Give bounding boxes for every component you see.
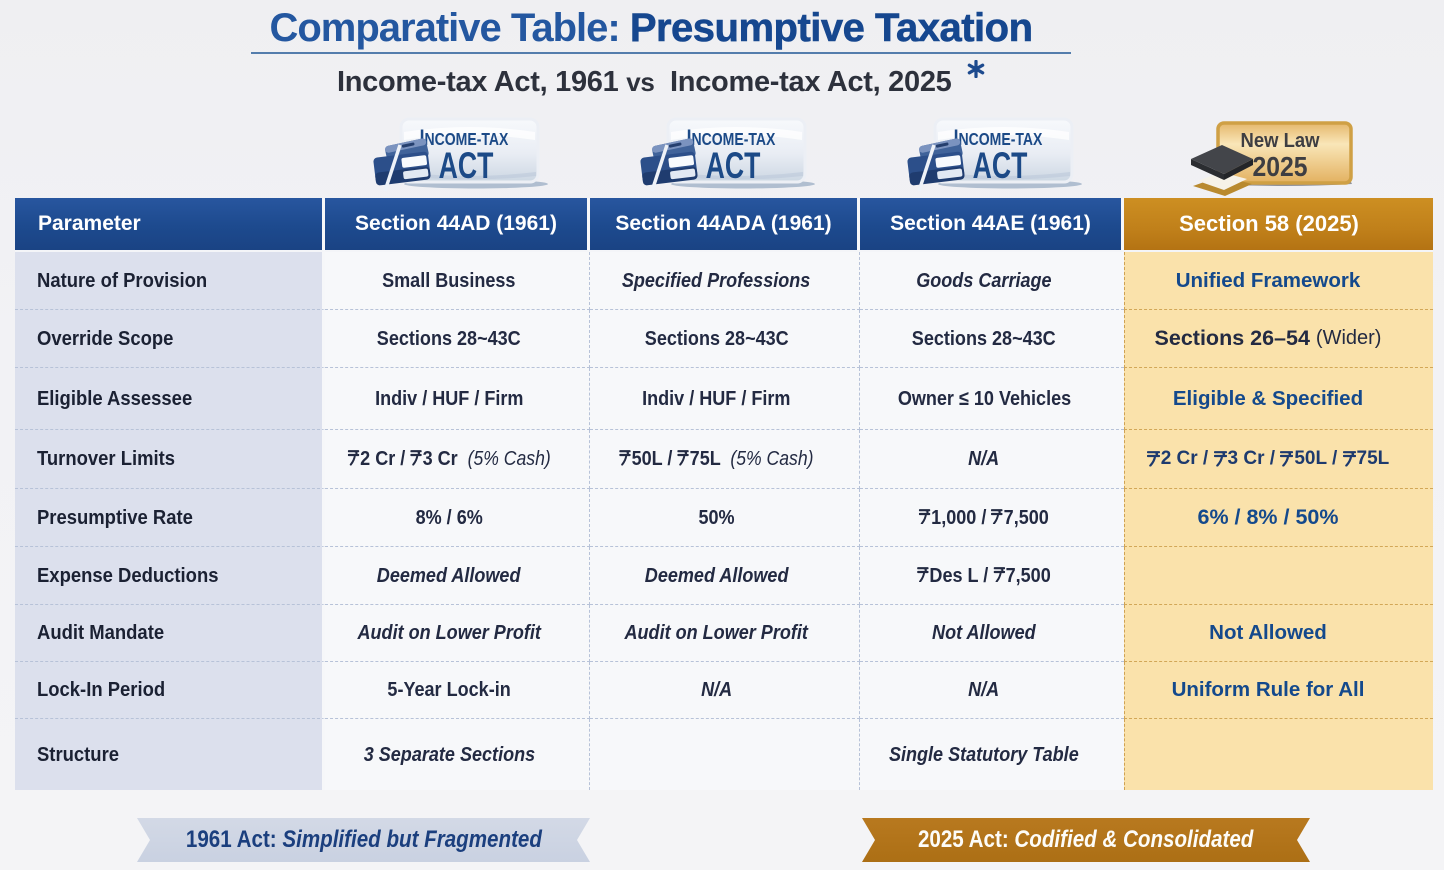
svg-text:New Law: New Law — [1241, 129, 1321, 152]
svg-text:2025: 2025 — [1252, 151, 1307, 183]
